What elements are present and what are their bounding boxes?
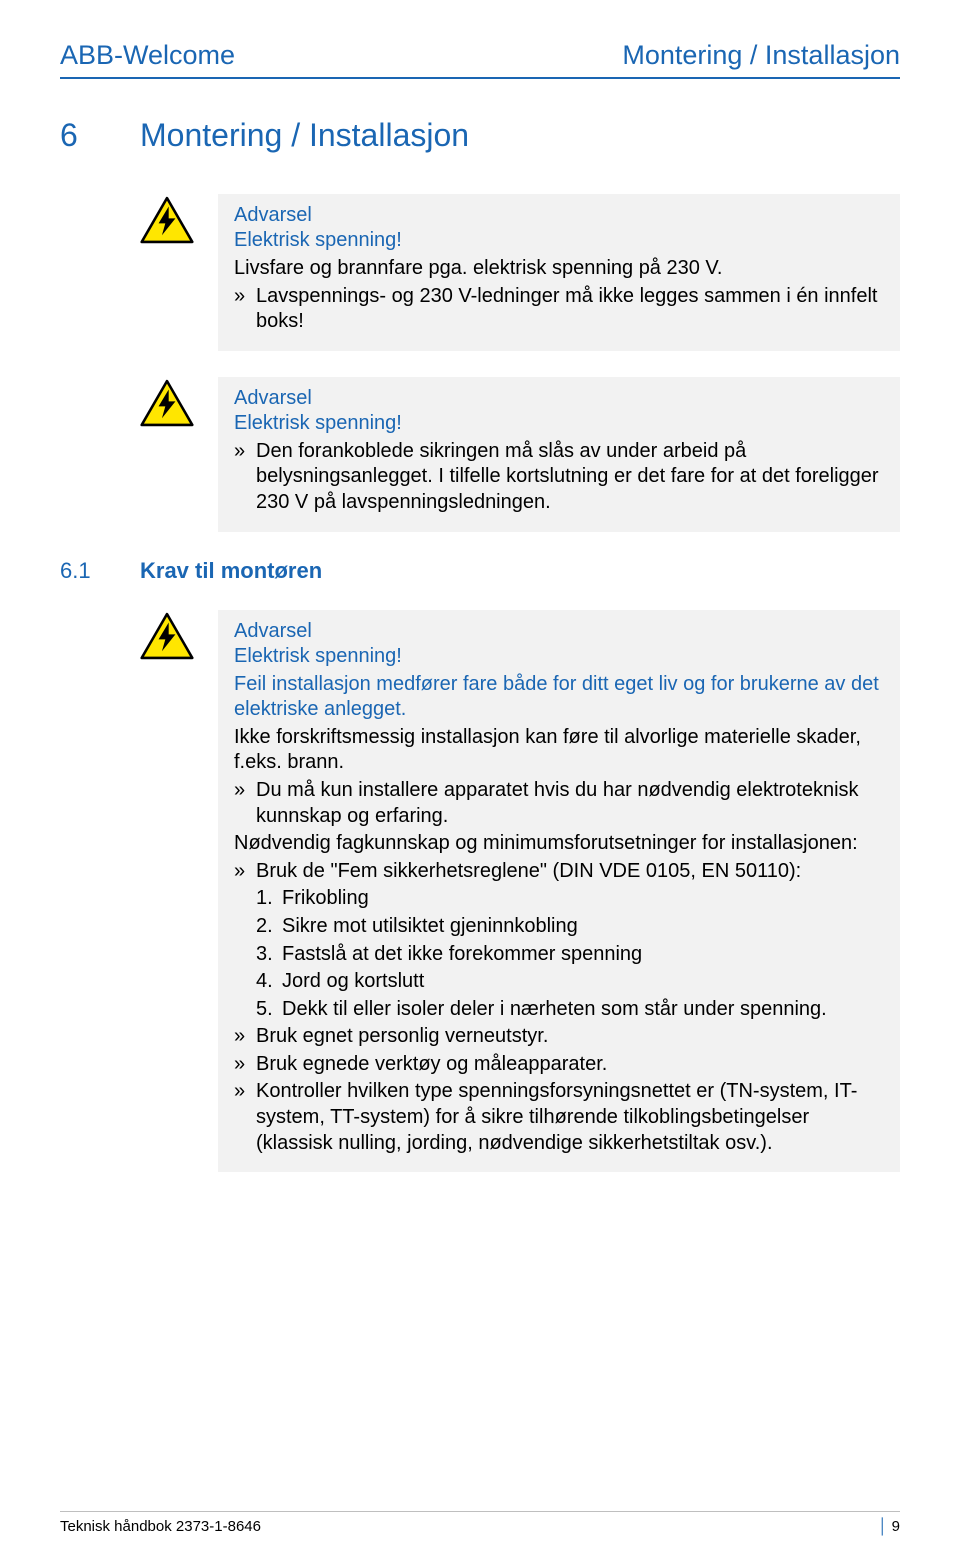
ordered-number: 4. <box>256 969 282 995</box>
warning-body: Advarsel Elektrisk spenning! Feil instal… <box>218 610 900 1173</box>
page-number: 9 <box>892 1518 900 1535</box>
warning-bullet: » Lavspennings- og 230 V-ledninger må ik… <box>234 284 884 335</box>
electric-hazard-icon <box>140 196 194 244</box>
page-footer: Teknisk håndbok 2373-1-8646 │9 <box>60 1511 900 1535</box>
ordered-item: 3. Fastslå at det ikke forekommer spenni… <box>256 942 884 968</box>
chapter-heading: 6 Montering / Installasjon <box>60 117 900 154</box>
warning-block: Advarsel Elektrisk spenning! » Den foran… <box>140 377 900 532</box>
warning-title: Advarsel <box>234 387 884 410</box>
warning-text: Feil installasjon medfører fare både for… <box>234 672 884 723</box>
bullet-marker: » <box>234 439 256 465</box>
warning-bullet: » Du må kun installere apparatet hvis du… <box>234 778 884 829</box>
footer-right: │9 <box>876 1518 900 1535</box>
warning-bullet: » Den forankoblede sikringen må slås av … <box>234 439 884 516</box>
warning-icon-wrap <box>140 194 218 249</box>
electric-hazard-icon <box>140 379 194 427</box>
ordered-text: Jord og kortslutt <box>282 969 424 995</box>
warning-body: Advarsel Elektrisk spenning! Livsfare og… <box>218 194 900 351</box>
warning-bullet: » Bruk egnet personlig verneutstyr. <box>234 1024 884 1050</box>
warning-text: Ikke forskriftsmessig installasjon kan f… <box>234 725 884 776</box>
bullet-marker: » <box>234 1052 256 1078</box>
warning-subtitle: Elektrisk spenning! <box>234 229 884 252</box>
footer-separator: │ <box>876 1518 891 1535</box>
ordered-number: 5. <box>256 997 282 1023</box>
header-product: ABB-Welcome <box>60 40 235 71</box>
bullet-marker: » <box>234 778 256 804</box>
warning-icon-wrap <box>140 377 218 432</box>
warning-bullet: » Kontroller hvilken type spenningsforsy… <box>234 1079 884 1156</box>
ordered-text: Frikobling <box>282 886 369 912</box>
warning-bullet-text: Bruk egnet personlig verneutstyr. <box>256 1024 548 1050</box>
warning-title: Advarsel <box>234 204 884 227</box>
warning-text: Nødvendig fagkunnskap og minimumsforutse… <box>234 831 884 857</box>
ordered-text: Dekk til eller isoler deler i nærheten s… <box>282 997 827 1023</box>
ordered-text: Sikre mot utilsiktet gjeninnkobling <box>282 914 578 940</box>
warning-bullet: » Bruk egnede verktøy og måleapparater. <box>234 1052 884 1078</box>
electric-hazard-icon <box>140 612 194 660</box>
footer-left: Teknisk håndbok 2373-1-8646 <box>60 1518 261 1535</box>
warning-bullet-text: Bruk de "Fem sikkerhetsreglene" (DIN VDE… <box>256 859 801 885</box>
ordered-text: Fastslå at det ikke forekommer spenning <box>282 942 642 968</box>
ordered-number: 2. <box>256 914 282 940</box>
ordered-number: 1. <box>256 886 282 912</box>
warning-bullet: » Bruk de "Fem sikkerhetsreglene" (DIN V… <box>234 859 884 885</box>
warning-subtitle: Elektrisk spenning! <box>234 645 884 668</box>
section-heading: 6.1 Krav til montøren <box>60 558 900 584</box>
warning-subtitle: Elektrisk spenning! <box>234 412 884 435</box>
warning-text: Livsfare og brannfare pga. elektrisk spe… <box>234 256 884 282</box>
warning-bullet-text: Den forankoblede sikringen må slås av un… <box>256 439 884 516</box>
bullet-marker: » <box>234 859 256 885</box>
ordered-item: 4. Jord og kortslutt <box>256 969 884 995</box>
chapter-number: 6 <box>60 117 140 154</box>
warning-icon-wrap <box>140 610 218 665</box>
page-header: ABB-Welcome Montering / Installasjon <box>60 40 900 79</box>
bullet-marker: » <box>234 284 256 310</box>
section-title: Krav til montøren <box>140 558 322 584</box>
warning-bullet-text: Du må kun installere apparatet hvis du h… <box>256 778 884 829</box>
warning-title: Advarsel <box>234 620 884 643</box>
bullet-marker: » <box>234 1079 256 1105</box>
warning-block: Advarsel Elektrisk spenning! Feil instal… <box>140 610 900 1173</box>
section-number: 6.1 <box>60 558 140 584</box>
header-section: Montering / Installasjon <box>622 40 900 71</box>
ordered-item: 2. Sikre mot utilsiktet gjeninnkobling <box>256 914 884 940</box>
bullet-marker: » <box>234 1024 256 1050</box>
ordered-item: 5. Dekk til eller isoler deler i nærhete… <box>256 997 884 1023</box>
warning-body: Advarsel Elektrisk spenning! » Den foran… <box>218 377 900 532</box>
ordered-number: 3. <box>256 942 282 968</box>
warning-bullet-text: Bruk egnede verktøy og måleapparater. <box>256 1052 607 1078</box>
warning-bullet-text: Kontroller hvilken type spenningsforsyni… <box>256 1079 884 1156</box>
warning-bullet-text: Lavspennings- og 230 V-ledninger må ikke… <box>256 284 884 335</box>
warning-block: Advarsel Elektrisk spenning! Livsfare og… <box>140 194 900 351</box>
chapter-title: Montering / Installasjon <box>140 117 469 154</box>
ordered-item: 1. Frikobling <box>256 886 884 912</box>
